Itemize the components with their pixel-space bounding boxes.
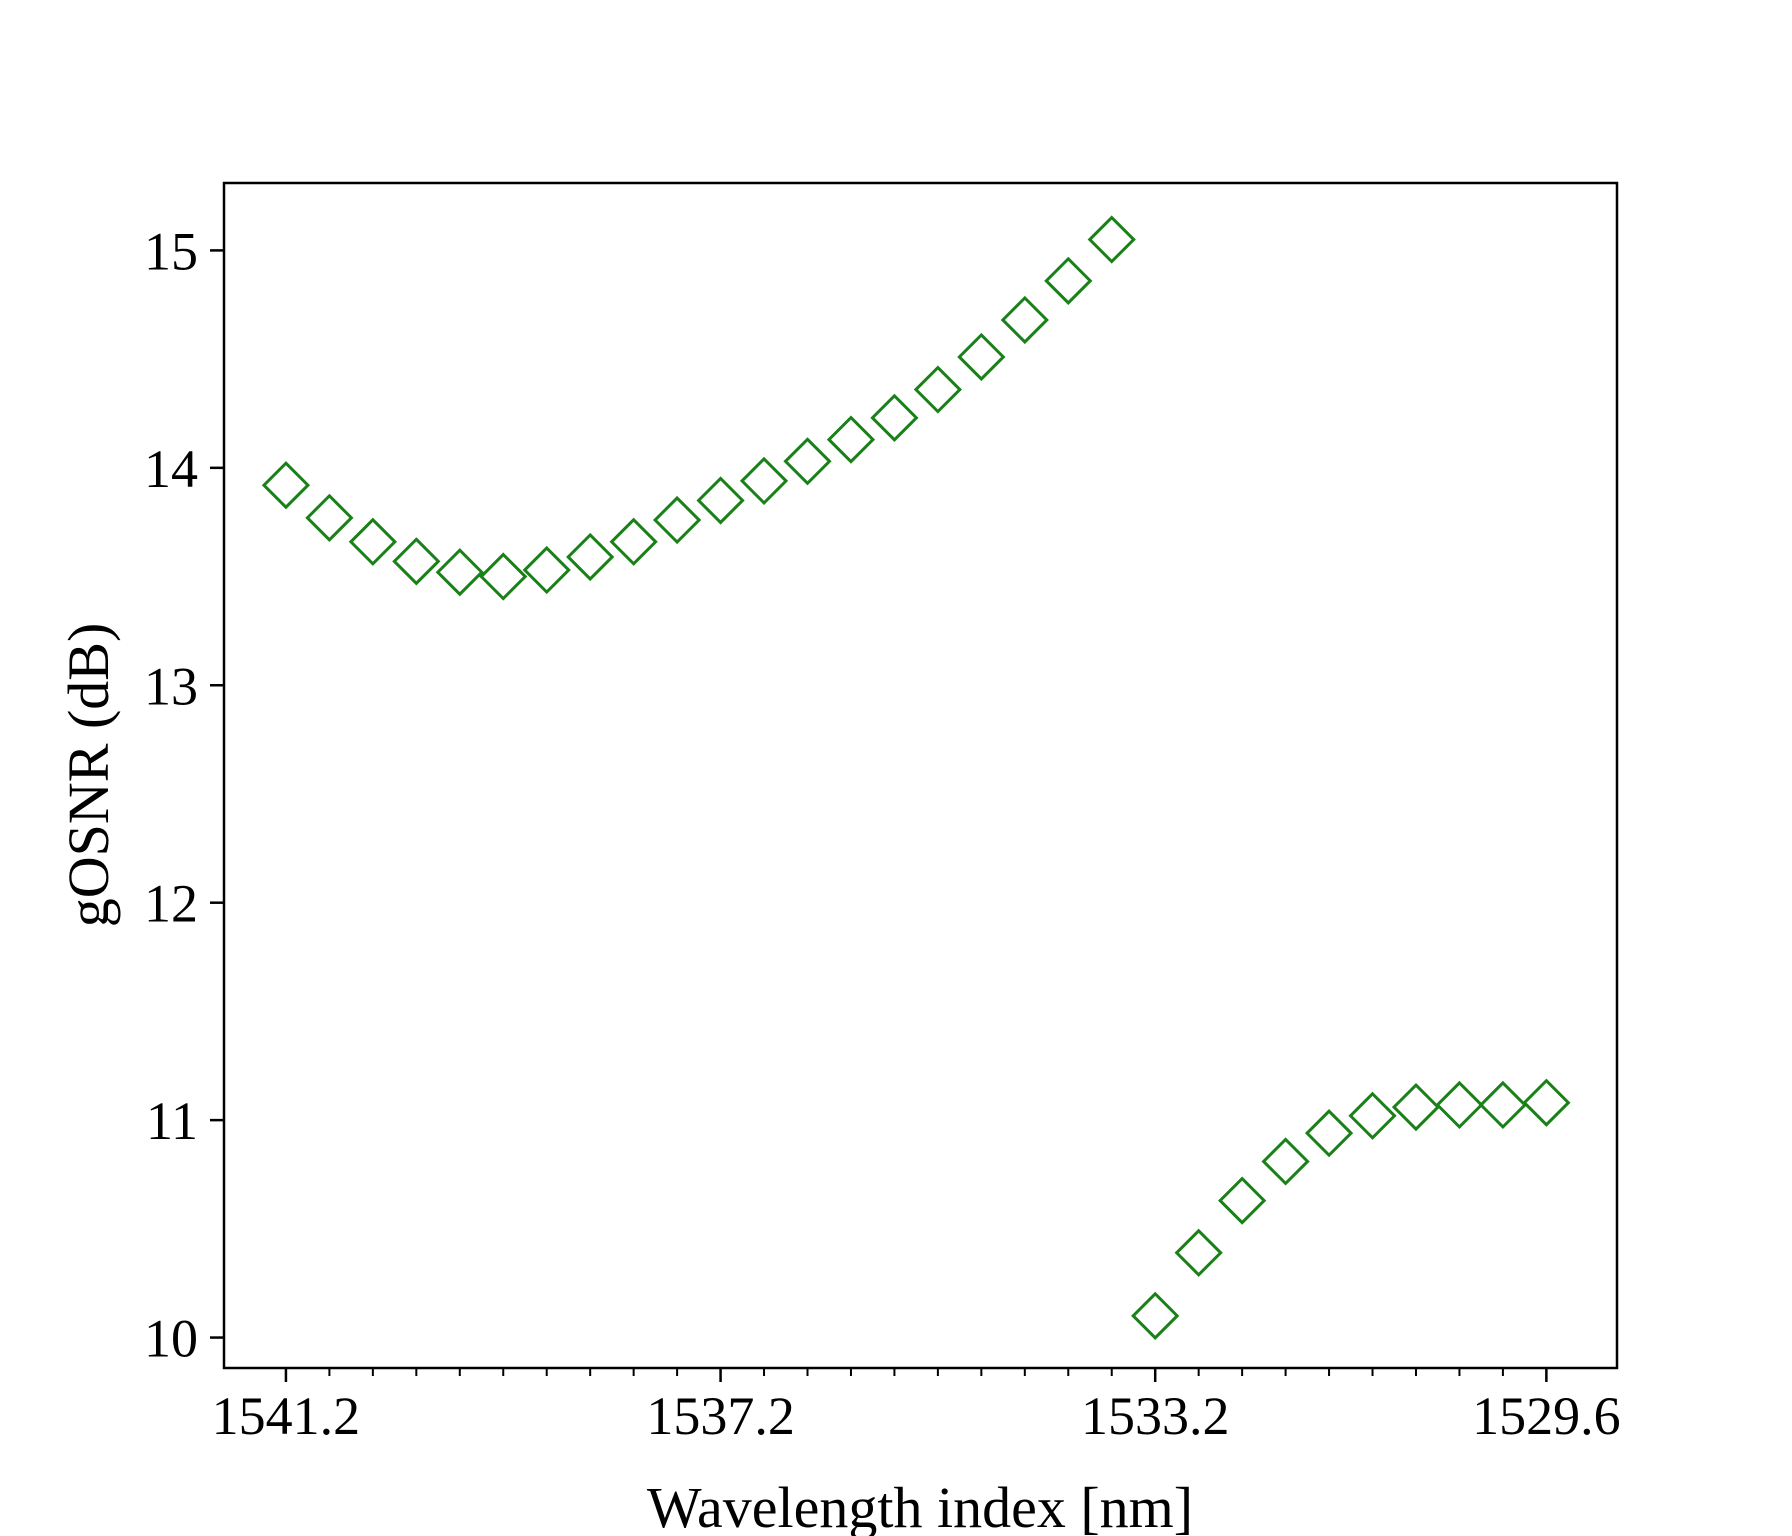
data-point [1478, 1080, 1528, 1130]
data-point [1522, 1078, 1571, 1127]
data-point [696, 476, 745, 525]
data-point [1087, 215, 1136, 264]
y-tick-label: 14 [144, 439, 198, 499]
data-point [305, 493, 354, 542]
data-point [261, 461, 311, 510]
data-point [1261, 1137, 1310, 1186]
data-point [783, 437, 832, 486]
y-axis-title: gOSNR (dB) [56, 623, 121, 928]
y-tick-label: 10 [144, 1309, 198, 1369]
x-tick-label: 1537.2 [646, 1386, 795, 1446]
data-point [609, 517, 658, 566]
x-axis-title: Wavelength index [nm] [647, 1475, 1193, 1536]
data-point [1304, 1109, 1354, 1158]
data-point [1435, 1080, 1484, 1130]
y-tick-label: 15 [144, 221, 198, 281]
plot-frame [222, 181, 1619, 1370]
data-point [913, 365, 963, 414]
plot-area [224, 183, 1617, 1368]
x-tick-label: 1529.6 [1472, 1386, 1621, 1446]
data-point [435, 548, 484, 597]
data-point [522, 545, 571, 595]
x-tick-label: 1541.2 [212, 1386, 361, 1446]
data-point [870, 393, 919, 442]
x-axis: 1541.2 1537.2 1533.2 1529.6 [212, 1368, 1621, 1446]
data-point [479, 552, 528, 601]
data-point [392, 537, 441, 586]
y-tick-label: 11 [146, 1091, 198, 1151]
x-tick-label: 1533.2 [1081, 1386, 1230, 1446]
data-point [566, 532, 615, 582]
data-point [1174, 1228, 1223, 1277]
data-point [1000, 295, 1049, 345]
data-point [652, 495, 702, 545]
y-tick-label: 13 [144, 656, 198, 716]
data-point [826, 415, 876, 464]
data-point [1391, 1082, 1441, 1132]
data-point [1131, 1291, 1180, 1340]
data-point [1348, 1091, 1397, 1140]
data-point [957, 332, 1006, 382]
y-tick-label: 12 [144, 874, 198, 934]
data-markers [261, 215, 1571, 1340]
data-point [348, 517, 397, 566]
data-point [1044, 256, 1093, 305]
data-point [739, 456, 789, 506]
data-point [1218, 1176, 1267, 1225]
y-axis: 10 11 12 13 14 15 [144, 221, 224, 1369]
